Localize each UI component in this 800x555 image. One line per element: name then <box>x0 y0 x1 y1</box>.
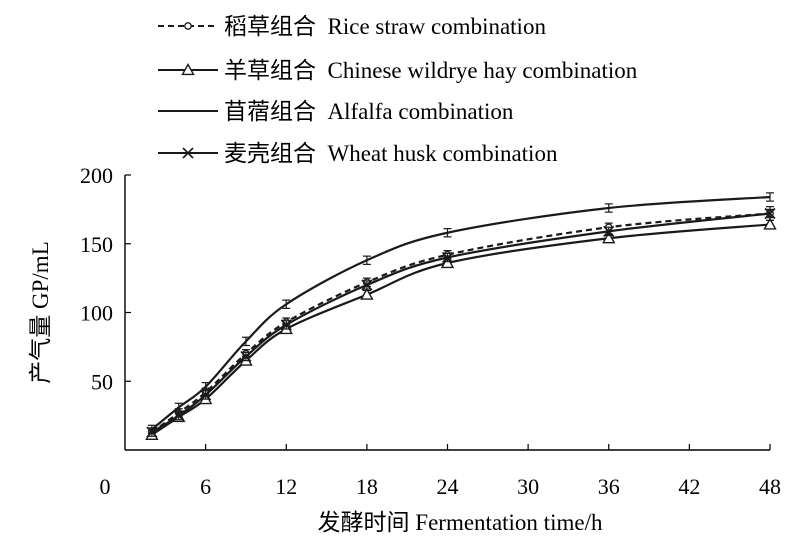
y-tick-label: 150 <box>80 232 113 257</box>
error-bar <box>362 255 371 265</box>
legend-label: 麦壳组合 Wheat husk combination <box>224 141 558 166</box>
y-ticks: 50 100 150 200 <box>80 163 131 394</box>
data-point <box>441 251 454 264</box>
y-tick-label: 100 <box>80 301 113 326</box>
x-tick-label: 42 <box>678 474 700 499</box>
y-axis-title: 产气量 GP/mL <box>28 241 53 383</box>
series-3 <box>147 192 774 435</box>
error-bar <box>766 192 774 202</box>
data-point <box>763 217 777 230</box>
data-point <box>173 410 185 422</box>
legend-item-4: 麦壳组合 Wheat husk combination <box>158 141 558 166</box>
y-tick-label: 50 <box>91 369 113 394</box>
y-tick-label: 200 <box>80 163 113 188</box>
error-bar <box>282 299 291 309</box>
x-tick-label: 6 <box>200 474 211 499</box>
data-point <box>764 207 776 220</box>
error-bar <box>241 336 250 347</box>
x-tick-label: 30 <box>517 474 539 499</box>
legend: 稻草组合 Rice straw combination 羊草组合 Chinese … <box>158 14 638 166</box>
data-point <box>360 287 374 300</box>
legend-marker <box>182 147 194 159</box>
data-point <box>361 279 373 291</box>
error-bar <box>604 203 613 213</box>
data-point <box>603 225 615 237</box>
x-tick-label: 36 <box>598 474 620 499</box>
x-tick-label: 24 <box>437 474 459 499</box>
series-line <box>151 212 771 434</box>
series-1 <box>147 208 774 437</box>
legend-item-2: 羊草组合 Chinese wildrye hay combination <box>158 58 638 83</box>
data-point <box>146 426 158 438</box>
legend-label: 苜蓿组合 Alfalfa combination <box>224 99 514 124</box>
plot-area <box>145 192 777 440</box>
series-line <box>151 223 771 436</box>
x-ticks: 0 6 12 18 24 30 36 42 48 <box>100 444 781 499</box>
data-point <box>440 256 455 269</box>
error-bar <box>443 228 452 238</box>
data-point <box>200 389 212 401</box>
legend-label: 稻草组合 Rice straw combination <box>224 14 546 39</box>
x-axis-title: 发酵时间 Fermentation time/h <box>318 510 603 535</box>
x-tick-label: 18 <box>356 474 378 499</box>
x-tick-label: 0 <box>100 474 111 499</box>
x-tick-label: 48 <box>759 474 781 499</box>
legend-label: 羊草组合 Chinese wildrye hay combination <box>224 58 638 83</box>
x-tick-label: 12 <box>275 474 297 499</box>
series-4 <box>146 206 776 438</box>
data-point <box>240 350 252 363</box>
data-point <box>280 319 292 331</box>
legend-marker <box>181 63 195 76</box>
data-point <box>602 231 616 244</box>
legend-marker <box>184 22 192 30</box>
axes <box>124 175 770 451</box>
series-line <box>151 212 771 434</box>
legend-item-1: 稻草组合 Rice straw combination <box>158 14 546 39</box>
legend-item-3: 苜蓿组合 Alfalfa combination <box>158 99 514 124</box>
